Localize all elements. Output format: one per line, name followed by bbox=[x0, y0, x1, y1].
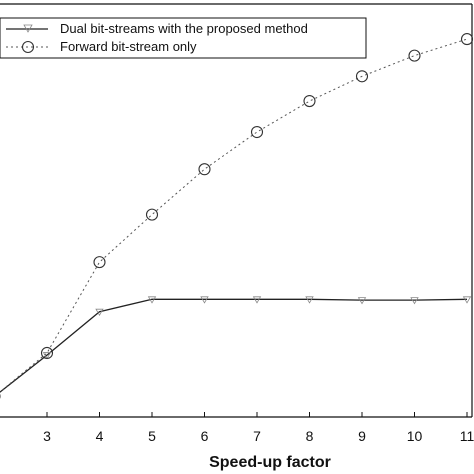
dual-point-10 bbox=[410, 297, 419, 305]
forward-point-10 bbox=[408, 49, 421, 62]
forward-point-8 bbox=[303, 95, 316, 108]
forward-point-4 bbox=[93, 256, 106, 269]
series-line-forward bbox=[0, 38, 468, 393]
dual-point-4 bbox=[95, 308, 104, 316]
forward-point-9 bbox=[355, 70, 369, 83]
series-line-dual bbox=[0, 298, 468, 393]
dual-point-6 bbox=[200, 296, 209, 304]
dual-point-9 bbox=[357, 297, 367, 305]
legend-marker-dual bbox=[23, 24, 33, 33]
legend-label-forward: Forward bit-stream only bbox=[60, 39, 197, 54]
chart-legend: Dual bit-streams with the proposed metho… bbox=[0, 17, 367, 59]
x-tick-label-6: 6 bbox=[201, 428, 209, 444]
x-tick-label-3: 3 bbox=[43, 428, 51, 444]
x-tick-label-9: 9 bbox=[358, 428, 366, 444]
x-tick-label-8: 8 bbox=[306, 428, 314, 444]
dual-point-5 bbox=[147, 296, 157, 304]
x-tick-label-7: 7 bbox=[253, 428, 261, 444]
dual-point-11 bbox=[462, 296, 472, 304]
legend-marker-forward bbox=[21, 40, 35, 54]
forward-point-11 bbox=[460, 33, 474, 46]
dual-point-7 bbox=[252, 296, 262, 304]
dual-point-3 bbox=[42, 352, 52, 360]
forward-point-7 bbox=[250, 125, 264, 139]
x-tick-label-5: 5 bbox=[148, 428, 156, 444]
x-axis-label: Speed-up factor bbox=[209, 454, 331, 471]
chart-series-layer bbox=[0, 33, 474, 399]
forward-point-6 bbox=[198, 163, 211, 176]
legend-box bbox=[0, 17, 367, 59]
chart-axes: 3 4 5 6 7 8 9 10 11 bbox=[0, 3, 474, 444]
x-tick-label-10: 10 bbox=[407, 428, 423, 444]
x-tick-label-4: 4 bbox=[96, 428, 104, 444]
dual-point-8 bbox=[305, 296, 314, 304]
forward-point-3 bbox=[40, 346, 54, 360]
x-tick-label-11: 11 bbox=[460, 428, 474, 444]
forward-point-5 bbox=[145, 208, 159, 221]
legend-label-dual: Dual bit-streams with the proposed metho… bbox=[60, 21, 308, 36]
